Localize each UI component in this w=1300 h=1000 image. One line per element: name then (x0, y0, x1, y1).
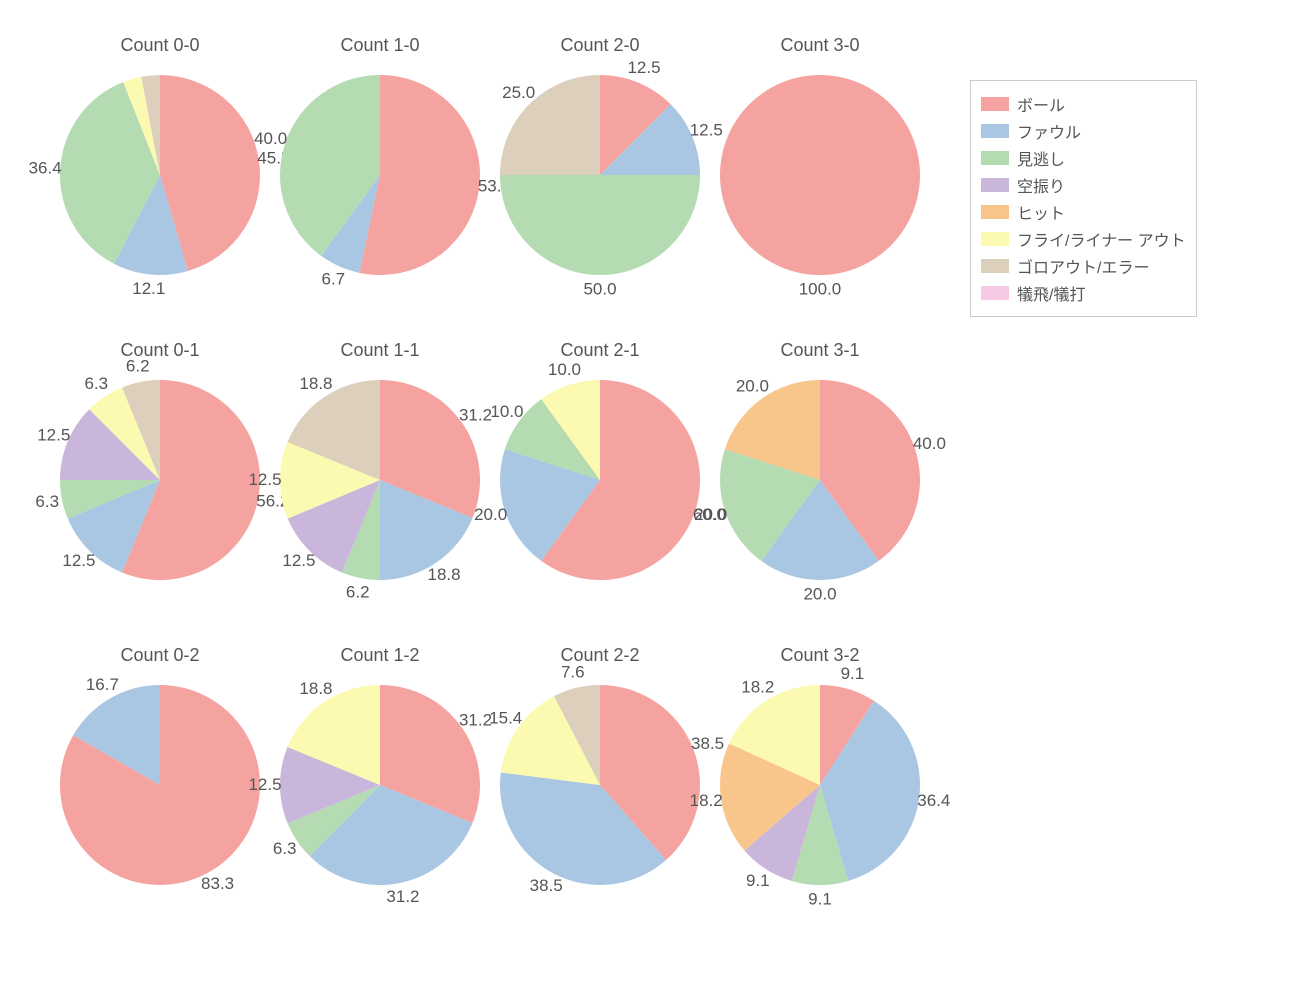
legend-item: ファウル (981, 119, 1186, 143)
legend-item: ボール (981, 92, 1186, 116)
legend-label: ゴロアウト/エラー (1017, 254, 1149, 278)
pie-slice-label: 12.5 (282, 551, 315, 570)
pie-slice-label: 18.8 (299, 374, 332, 393)
pie-slice-label: 7.6 (561, 663, 585, 682)
pie-slice-label: 20.0 (803, 584, 836, 603)
pie-slice-label: 40.0 (254, 129, 287, 148)
pie-slice-label: 100.0 (799, 279, 842, 298)
pie-slice-label: 12.5 (248, 775, 281, 794)
legend-item: フライ/ライナー アウト (981, 227, 1186, 251)
pie-slice-label: 18.2 (741, 678, 774, 697)
pie-slice-label: 40.0 (913, 434, 946, 453)
legend-swatch (981, 259, 1009, 273)
legend-swatch (981, 232, 1009, 246)
pie-slice-label: 12.5 (248, 470, 281, 489)
pie-chart: 9.1 36.4 9.1 9.1 18.2 18.2 (660, 625, 980, 945)
pie-slice (720, 75, 920, 275)
pie-chart: 40.0 20.0 20.0 20.0 (660, 320, 980, 640)
legend-swatch (981, 286, 1009, 300)
legend-swatch (981, 178, 1009, 192)
legend: ボールファウル見逃し空振りヒットフライ/ライナー アウトゴロアウト/エラー犠飛/… (970, 80, 1197, 317)
pie-slice-label: 12.5 (62, 551, 95, 570)
legend-label: ヒット (1017, 200, 1065, 224)
pie-slice-label: 20.0 (694, 505, 727, 524)
pie-slice-label: 12.5 (627, 58, 660, 77)
pie-slice-label: 20.0 (736, 376, 769, 395)
legend-item: 犠飛/犠打 (981, 281, 1186, 305)
pie-slice-label: 9.1 (746, 871, 770, 890)
pie-slice-label: 25.0 (502, 83, 535, 102)
pie-slice-label: 6.2 (126, 357, 150, 376)
pie-slice-label: 6.2 (346, 582, 370, 601)
pie-slice-label: 10.0 (548, 360, 581, 379)
legend-swatch (981, 205, 1009, 219)
pie-slice-label: 6.3 (35, 492, 59, 511)
pie-slice-label: 9.1 (841, 664, 865, 683)
pie-slice-label: 6.3 (273, 839, 297, 858)
legend-label: フライ/ライナー アウト (1017, 227, 1186, 251)
legend-swatch (981, 151, 1009, 165)
legend-item: ヒット (981, 200, 1186, 224)
legend-label: 見逃し (1017, 146, 1065, 170)
pie-slice-label: 36.4 (917, 791, 950, 810)
legend-label: 空振り (1017, 173, 1065, 197)
legend-item: 見逃し (981, 146, 1186, 170)
pie-chart: 100.0 (660, 15, 980, 335)
legend-item: ゴロアウト/エラー (981, 254, 1186, 278)
legend-label: ファウル (1017, 119, 1081, 143)
pie-slice-label: 12.1 (132, 279, 165, 298)
pie-slice-label: 38.5 (530, 876, 563, 895)
pie-slice-label: 6.3 (84, 374, 108, 393)
pie-grid-figure: Count 0-045.512.136.4Count 1-053.36.740.… (0, 0, 1300, 1000)
pie-slice-label: 50.0 (583, 279, 616, 298)
pie-slice-label: 20.0 (474, 505, 507, 524)
pie-slice-label: 16.7 (86, 675, 119, 694)
pie-slice-label: 18.8 (299, 679, 332, 698)
pie-slice-label: 15.4 (489, 709, 522, 728)
pie-slice-label: 18.2 (690, 791, 723, 810)
pie-slice-label: 36.4 (29, 159, 62, 178)
legend-item: 空振り (981, 173, 1186, 197)
pie-slice-label: 10.0 (490, 402, 523, 421)
legend-label: 犠飛/犠打 (1017, 281, 1085, 305)
legend-swatch (981, 97, 1009, 111)
pie-slice-label: 12.5 (37, 425, 70, 444)
legend-swatch (981, 124, 1009, 138)
pie-slice-label: 31.2 (386, 887, 419, 906)
pie-slice-label: 6.7 (322, 270, 346, 289)
pie-slice-label: 9.1 (808, 889, 832, 908)
legend-label: ボール (1017, 92, 1065, 116)
